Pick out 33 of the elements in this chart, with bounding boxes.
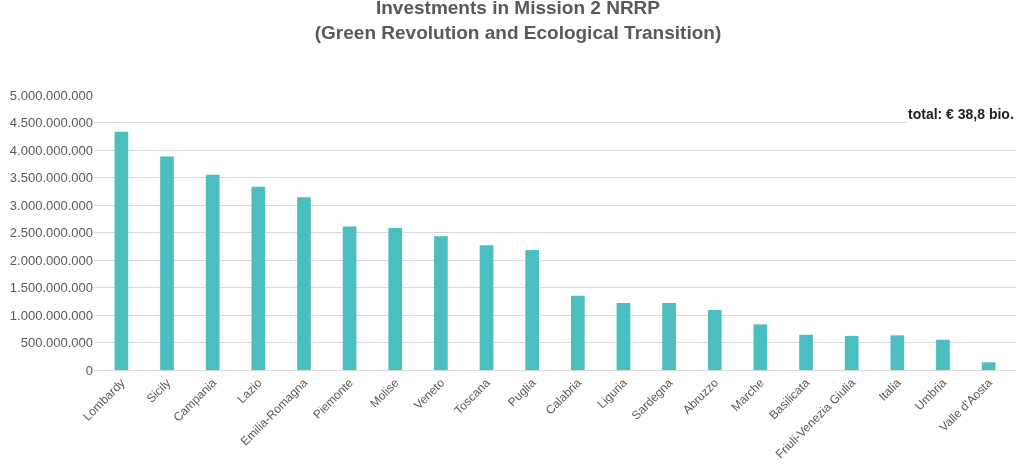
- y-tick-label: 4.500.000.000: [9, 115, 93, 131]
- y-tick-label: 3.000.000.000: [9, 197, 93, 213]
- bar: [479, 245, 494, 370]
- y-tick-label: 2.500.000.000: [9, 225, 93, 241]
- bar: [890, 335, 905, 370]
- bar: [753, 324, 768, 370]
- bar: [707, 310, 722, 370]
- y-tick-label: 5.000.000.000: [9, 87, 93, 103]
- bar: [936, 339, 950, 370]
- bar: [388, 228, 403, 370]
- chart-title: Investments in Mission 2 NRRP (Green Revolution and Ecological Transition): [314, 0, 722, 43]
- y-tick-label: 2.000.000.000: [9, 252, 93, 268]
- bar: [662, 302, 676, 370]
- bar: [844, 335, 859, 370]
- y-tick-label: 4.000.000.000: [9, 142, 93, 158]
- bar: [297, 197, 311, 370]
- y-tick-label: 3.500.000.000: [9, 170, 93, 186]
- bar: [525, 250, 540, 370]
- bar: [981, 362, 996, 370]
- bar: [570, 295, 585, 370]
- bar: [342, 226, 357, 370]
- y-tick-label: 500.000.000: [20, 335, 93, 351]
- bar: [251, 186, 266, 370]
- bar: [160, 156, 174, 370]
- y-tick-label: 1.000.000.000: [9, 307, 93, 323]
- bar: [205, 174, 220, 370]
- bar: [616, 302, 631, 370]
- bar: [114, 131, 129, 370]
- bar: [434, 236, 448, 370]
- y-tick-label: 0: [85, 362, 93, 378]
- annotation: total: € 38,8 bio.: [908, 106, 1014, 122]
- bar: [799, 334, 813, 370]
- y-tick-label: 1.500.000.000: [9, 280, 93, 296]
